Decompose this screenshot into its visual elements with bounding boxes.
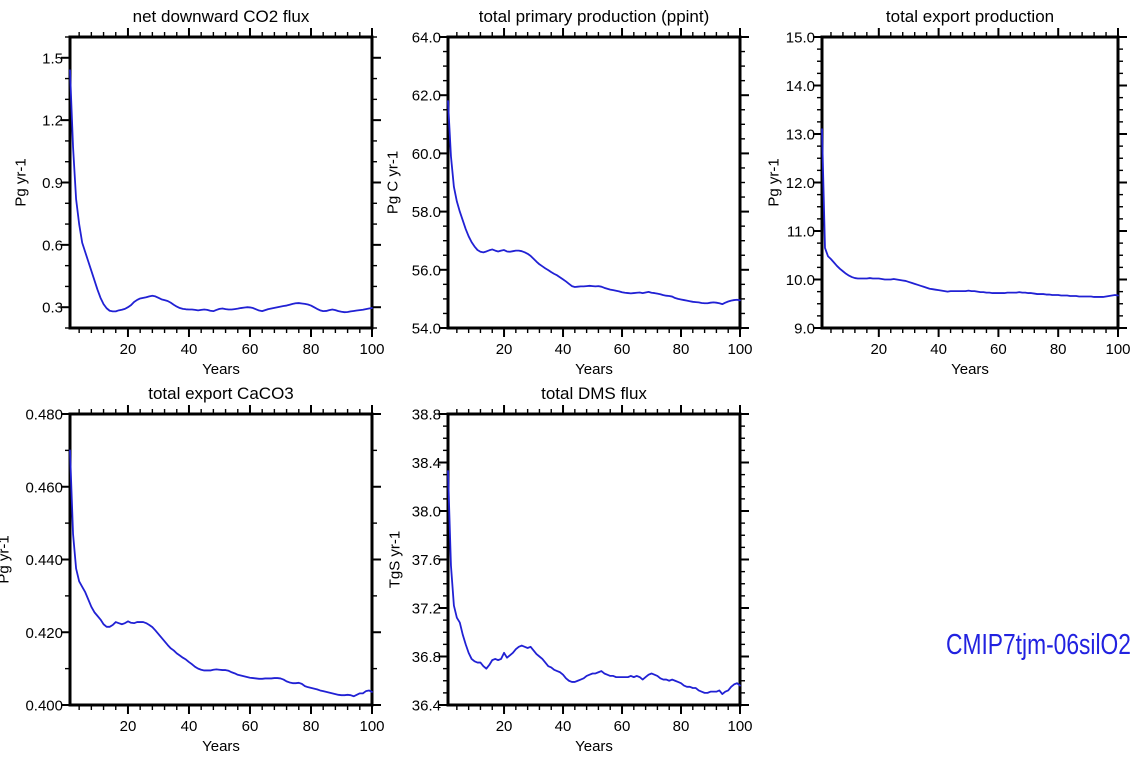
run-id-label: CMIP7tjm-06silO2 — [946, 629, 1131, 661]
y-tick-label: 36.4 — [412, 698, 441, 715]
chart-canvas: 20 40 60 80 100 9.0 10.0 11.0 12.0 13.0 14.0 15.0 to… — [766, 7, 1131, 378]
y-axis-label: Pg yr-1 — [13, 158, 30, 206]
y-tick-label: 38.4 — [412, 455, 441, 472]
plot-frame — [68, 412, 374, 707]
chart-total-dms-flux: 20 40 60 80 100 36.4 36.8 37.2 37.6 38.0 38.4 38.8 t… — [380, 378, 760, 757]
chart-total-export-caco3: 20 40 60 80 100 0.400 0.420 0.440 0.460 0.480 tota… — [0, 378, 390, 757]
x-tick-label: 20 — [120, 341, 137, 358]
y-tick-label: 62.0 — [412, 88, 441, 105]
x-axis-label: Years — [202, 738, 240, 755]
x-tick-label: 40 — [555, 718, 572, 735]
y-axis-label: Pg yr-1 — [0, 535, 13, 583]
y-tick-label: 58.0 — [412, 204, 441, 221]
plot-frame — [446, 35, 742, 330]
x-axis-label: Years — [951, 361, 989, 378]
y-tick-label: 1.5 — [42, 50, 63, 67]
x-tick-label: 80 — [303, 341, 320, 358]
x-tick-label: 80 — [303, 718, 320, 735]
chart-canvas: 20 40 60 80 100 0.400 0.420 0.440 0.460 0.480 tota… — [0, 384, 385, 755]
x-tick-label: 100 — [727, 718, 752, 735]
chart-total-primary-production: 20 40 60 80 100 54.0 56.0 58.0 60.0 62.0 64.0 total… — [380, 0, 760, 382]
x-tick-label: 100 — [359, 341, 384, 358]
y-axis-label: Pg yr-1 — [766, 158, 783, 206]
plot-title: total primary production (ppint) — [479, 7, 710, 26]
x-tick-label: 100 — [1105, 341, 1130, 358]
y-tick-label: 0.480 — [25, 407, 63, 424]
x-tick-label: 80 — [1050, 341, 1067, 358]
y-tick-label: 0.460 — [25, 479, 63, 496]
y-tick-label: 14.0 — [786, 78, 815, 95]
plot-title: total DMS flux — [541, 384, 647, 403]
x-tick-label: 60 — [990, 341, 1007, 358]
y-tick-label: 36.8 — [412, 649, 441, 666]
series-line — [447, 470, 741, 695]
y-tick-label: 15.0 — [786, 30, 815, 47]
x-axis-label: Years — [575, 361, 613, 378]
x-tick-label: 60 — [614, 341, 631, 358]
x-tick-label: 40 — [181, 718, 198, 735]
x-tick-label: 80 — [673, 341, 690, 358]
x-tick-label: 80 — [673, 718, 690, 735]
y-tick-label: 37.2 — [412, 601, 441, 618]
plot-title: total export production — [886, 7, 1054, 26]
x-axis-label: Years — [575, 738, 613, 755]
series-line — [69, 69, 373, 314]
chart-canvas: 20 40 60 80 100 36.4 36.8 37.2 37.6 38.0 38.4 38.8 t… — [387, 384, 753, 755]
chart-total-export-production: 20 40 60 80 100 9.0 10.0 11.0 12.0 13.0 14.0 15.0 to… — [750, 0, 1143, 382]
plot-frame — [820, 35, 1120, 330]
y-tick-label: 0.3 — [42, 300, 63, 317]
y-axis-label: Pg C yr-1 — [385, 151, 402, 214]
y-tick-label: 60.0 — [412, 146, 441, 163]
x-tick-label: 60 — [242, 341, 259, 358]
chart-canvas: 20 40 60 80 100 0.3 0.6 0.9 1.2 1.5 net downward C… — [13, 7, 385, 378]
x-tick-label: 40 — [181, 341, 198, 358]
x-tick-label: 40 — [555, 341, 572, 358]
y-tick-label: 9.0 — [794, 321, 815, 338]
y-tick-label: 1.2 — [42, 113, 63, 130]
x-tick-label: 20 — [120, 718, 137, 735]
y-tick-label: 10.0 — [786, 272, 815, 289]
y-tick-label: 0.400 — [25, 698, 63, 715]
x-tick-label: 20 — [870, 341, 887, 358]
y-tick-label: 37.6 — [412, 552, 441, 569]
y-tick-label: 0.6 — [42, 237, 63, 254]
x-tick-label: 40 — [930, 341, 947, 358]
y-tick-label: 56.0 — [412, 262, 441, 279]
y-tick-label: 0.420 — [25, 625, 63, 642]
series-line — [69, 449, 373, 698]
x-tick-label: 20 — [496, 718, 513, 735]
plot-title: total export CaCO3 — [148, 384, 294, 403]
chart-canvas: 20 40 60 80 100 54.0 56.0 58.0 60.0 62.0 64.0 total… — [385, 7, 753, 378]
x-tick-label: 60 — [242, 718, 259, 735]
y-tick-label: 54.0 — [412, 321, 441, 338]
x-tick-label: 20 — [496, 341, 513, 358]
y-tick-label: 64.0 — [412, 30, 441, 47]
y-tick-label: 38.8 — [412, 407, 441, 424]
series-line — [447, 100, 741, 306]
x-tick-label: 100 — [727, 341, 752, 358]
plot-title: net downward CO2 flux — [133, 7, 310, 26]
y-tick-label: 13.0 — [786, 127, 815, 144]
y-tick-label: 0.440 — [25, 552, 63, 569]
x-tick-label: 60 — [614, 718, 631, 735]
y-tick-label: 11.0 — [787, 224, 815, 241]
y-axis-label: TgS yr-1 — [387, 531, 404, 589]
x-axis-label: Years — [202, 361, 240, 378]
y-tick-label: 0.9 — [42, 175, 63, 192]
x-tick-label: 100 — [359, 718, 384, 735]
y-tick-label: 12.0 — [786, 175, 815, 192]
y-tick-label: 38.0 — [412, 504, 441, 521]
plot-frame — [68, 35, 374, 330]
series-line — [821, 128, 1119, 298]
chart-net-downward-co2-flux: 20 40 60 80 100 0.3 0.6 0.9 1.2 1.5 net downward C… — [0, 0, 390, 382]
